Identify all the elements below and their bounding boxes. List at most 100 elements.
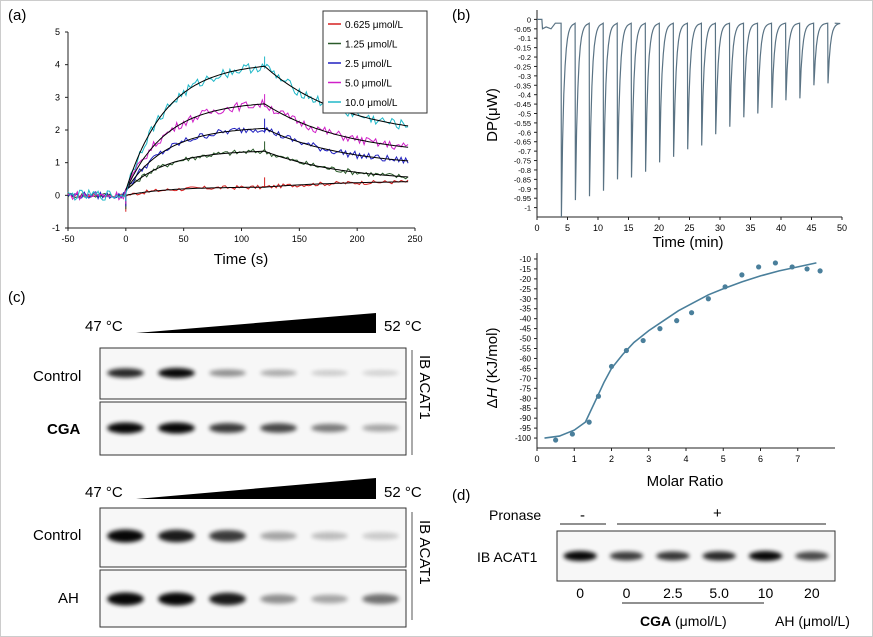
ib-label-2: IB ACAT1 bbox=[416, 520, 433, 585]
western-blot-band bbox=[107, 592, 144, 606]
lane-label: 2.5 bbox=[663, 585, 683, 601]
western-blot-band bbox=[609, 551, 644, 561]
chart-b-ytick-label: -0.2 bbox=[518, 53, 531, 62]
chart-c-data-point bbox=[623, 347, 630, 354]
western-blot-band bbox=[311, 423, 348, 433]
chart-c-data-point bbox=[804, 266, 810, 272]
chart-c-data-point bbox=[772, 260, 779, 266]
chart-c-ytick-label: -100 bbox=[515, 434, 532, 443]
chart-c-ytick-label: -30 bbox=[519, 295, 531, 304]
chart-b-ytick-label: -0.25 bbox=[514, 62, 531, 71]
cetsa-set-2: 47 °C 52 °C Control AH IB ACAT1 bbox=[33, 478, 433, 628]
blot-row-label-ah: AH bbox=[58, 590, 79, 607]
chart-c-ytick-label: -70 bbox=[519, 374, 531, 383]
chart-c-ytick-label: -15 bbox=[519, 265, 531, 274]
chart-c-xtick-label: 7 bbox=[795, 454, 800, 464]
ylabel-delta: Δ bbox=[484, 398, 501, 408]
chart-b-thermogram-trace bbox=[537, 18, 841, 218]
chart-a-ytick-label: 1 bbox=[55, 158, 60, 168]
chart-a-fit-line bbox=[125, 181, 409, 196]
western-blot-band bbox=[260, 531, 297, 541]
western-blot-band bbox=[260, 369, 297, 377]
western-blot-band bbox=[702, 551, 736, 561]
lane-label: 0 bbox=[576, 585, 584, 601]
pronase-label: Pronase bbox=[489, 507, 541, 523]
chart-c-xtick-label: 3 bbox=[646, 454, 651, 464]
chart-b-xtick-label: 15 bbox=[623, 223, 633, 233]
chart-c-xtick-label: 6 bbox=[758, 454, 763, 464]
chart-b-ytick-label: -0.5 bbox=[518, 110, 531, 119]
chart-c-data-point bbox=[739, 272, 745, 278]
chart-b-xtick-label: 20 bbox=[654, 223, 664, 233]
chart-b-ytick-label: -0.85 bbox=[514, 175, 531, 184]
cga-unit: (μmol/L) bbox=[671, 613, 727, 629]
temperature-gradient-wedge-1 bbox=[136, 313, 376, 333]
chart-c-ytick-label: -55 bbox=[519, 345, 531, 354]
ylabel-italic-h: H bbox=[484, 387, 501, 398]
chart-c-ytick-label: -50 bbox=[519, 335, 531, 344]
western-blot-band bbox=[158, 592, 195, 606]
western-blot-band bbox=[795, 551, 829, 561]
chart-b-ytick-label: -1 bbox=[524, 204, 531, 213]
western-blot-band bbox=[107, 422, 144, 434]
lane-label: 10 bbox=[758, 585, 774, 601]
chart-a-ytick-label: 2 bbox=[55, 125, 60, 135]
blot-row-label-cga: CGA bbox=[47, 421, 81, 438]
western-blot-band bbox=[158, 422, 195, 434]
chart-c-ytick-label: -90 bbox=[519, 414, 531, 423]
chart-c-ytick-label: -60 bbox=[519, 354, 531, 363]
chart-c-data-point bbox=[657, 326, 663, 332]
panel-label-b: (b) bbox=[452, 7, 470, 24]
western-blot-band bbox=[260, 594, 297, 604]
chart-a-legend: 0.625 μmol/L 1.25 μmol/L 2.5 μmol/L 5.0 μmo… bbox=[322, 10, 428, 114]
chart-b-ytick-label: -0.3 bbox=[518, 72, 531, 81]
chart-b-xtick-label: 5 bbox=[565, 223, 570, 233]
chart-c-ytick-label: -65 bbox=[519, 364, 531, 373]
temp-high-1: 52 °C bbox=[384, 318, 422, 335]
ah-concentration-label: AH (μmol/L) bbox=[775, 613, 850, 629]
chart-a-xtick-label: 250 bbox=[407, 234, 422, 244]
chart-a-xlabel: Time (s) bbox=[214, 251, 268, 268]
chart-b-ytick-label: -0.75 bbox=[514, 157, 531, 166]
cga-concentration-label: CGA (μmol/L) bbox=[640, 613, 727, 629]
chart-c-xtick-label: 5 bbox=[721, 454, 726, 464]
chart-c-ytick-label: -10 bbox=[519, 255, 531, 264]
chart-c-data-point bbox=[569, 431, 575, 437]
chart-a-xtick-label: -50 bbox=[61, 234, 74, 244]
chart-a-xtick-label: 150 bbox=[292, 234, 307, 244]
cetsa-set-1: 47 °C 52 °C Control CGA IB ACAT1 bbox=[33, 313, 433, 456]
blot-strip-pronase bbox=[556, 530, 836, 582]
chart-b-ytick-label: -0.8 bbox=[518, 166, 531, 175]
ylabel-unit: (KJ/mol) bbox=[484, 328, 501, 388]
western-blot-band bbox=[209, 369, 246, 377]
chart-a-xtick-label: 0 bbox=[123, 234, 128, 244]
temp-low-1: 47 °C bbox=[85, 318, 123, 335]
chart-c-xtick-label: 2 bbox=[609, 454, 614, 464]
chart-b-ylabel: DP(μW) bbox=[484, 88, 501, 142]
chart-a-ytick-label: 4 bbox=[55, 60, 60, 70]
chart-b-binding-isotherm: 0 1 2 3 4 5 6 7-10-15-20-25-30-35-40-45-50-55-6… bbox=[484, 253, 835, 490]
western-blot-band bbox=[311, 532, 348, 540]
chart-a-fit-line bbox=[125, 127, 409, 191]
western-blot-band bbox=[209, 592, 246, 606]
chart-b-xtick-label: 45 bbox=[806, 223, 816, 233]
cga-bold: CGA bbox=[640, 613, 671, 629]
chart-a-fit-line bbox=[125, 150, 409, 191]
chart-c-xlabel: Molar Ratio bbox=[647, 473, 724, 490]
chart-b-ytick-label: -0.35 bbox=[514, 81, 531, 90]
chart-c-ytick-label: -95 bbox=[519, 424, 531, 433]
chart-a-xtick-label: 100 bbox=[234, 234, 249, 244]
lane-label: 0 bbox=[623, 585, 631, 601]
western-blot-band bbox=[311, 370, 348, 376]
chart-b-ytick-label: -0.6 bbox=[518, 128, 531, 137]
blot-strip-control-1 bbox=[99, 347, 407, 400]
blot-strip-ah bbox=[99, 569, 407, 628]
chart-a-sensorgram: -50 0 50 100 150 200 250 -1 0 1 2 3 4 5 Time (s) 0.62… bbox=[52, 10, 428, 268]
chart-b-ytick-label: -0.45 bbox=[514, 100, 531, 109]
blot-row-label-control-1: Control bbox=[33, 368, 81, 385]
temperature-gradient-wedge-2 bbox=[136, 478, 376, 499]
chart-a-ytick-label: -1 bbox=[52, 223, 60, 233]
chart-c-ytick-label: -85 bbox=[519, 404, 531, 413]
chart-c-fit-curve bbox=[544, 262, 817, 439]
chart-a-fit-line bbox=[125, 65, 409, 191]
